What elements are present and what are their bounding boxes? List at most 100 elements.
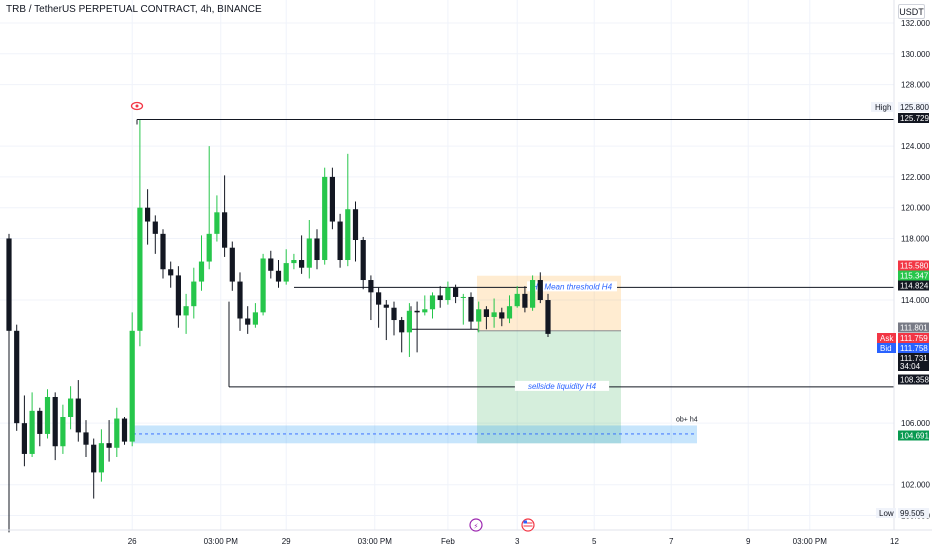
ob-label: ob+ h4 xyxy=(676,416,698,423)
candle-body[interactable] xyxy=(68,398,74,417)
candle-body[interactable] xyxy=(283,263,289,282)
candle-body[interactable] xyxy=(268,258,274,271)
eye-icon[interactable] xyxy=(130,101,144,111)
candle-body[interactable] xyxy=(206,233,212,262)
candle-body[interactable] xyxy=(137,207,143,331)
candle-body[interactable] xyxy=(453,287,459,297)
price-tick-label: 106.000 xyxy=(901,419,930,428)
mean-threshold-label-bg xyxy=(527,281,617,292)
low-tag-bg xyxy=(876,508,896,518)
candle-body[interactable] xyxy=(121,418,128,442)
ask-price-label-bg xyxy=(898,333,929,343)
time-tick-label: 5 xyxy=(592,537,597,546)
time-tick-label: 29 xyxy=(282,537,291,546)
candle-body[interactable] xyxy=(252,312,258,325)
candle-body[interactable] xyxy=(237,281,243,319)
candle-body[interactable] xyxy=(491,312,497,317)
candle-body[interactable] xyxy=(483,309,489,317)
candle-body[interactable] xyxy=(229,247,235,282)
candle-body[interactable] xyxy=(468,296,474,322)
time-tick-label: 03:00 PM xyxy=(358,537,393,546)
candle-body[interactable] xyxy=(414,310,420,313)
candle-body[interactable] xyxy=(383,304,389,308)
candle-body[interactable] xyxy=(91,444,97,473)
candle-body[interactable] xyxy=(291,260,297,264)
candle-body[interactable] xyxy=(198,261,205,282)
bid-price-label-bg xyxy=(898,343,929,353)
candle-body[interactable] xyxy=(6,238,12,331)
candle-body[interactable] xyxy=(329,176,335,222)
candle-body[interactable] xyxy=(245,318,251,325)
candle-body[interactable] xyxy=(376,292,382,305)
candle-body[interactable] xyxy=(129,330,135,442)
candle-body[interactable] xyxy=(75,398,81,433)
stop-price-label: 115.580 xyxy=(900,262,929,271)
candle-body[interactable] xyxy=(506,306,513,319)
candle-body[interactable] xyxy=(429,295,436,310)
candle-body[interactable] xyxy=(175,275,181,316)
candle-body[interactable] xyxy=(191,281,197,307)
sellside-price-label-bg xyxy=(898,374,929,385)
candle-body[interactable] xyxy=(29,410,35,454)
low-value-label: 99.505 xyxy=(900,509,925,518)
candle-body[interactable] xyxy=(368,280,374,293)
bid-tag-bg xyxy=(877,343,896,353)
price-tick-label: 118.000 xyxy=(901,234,930,243)
candle-body[interactable] xyxy=(514,293,520,307)
candle-body[interactable] xyxy=(183,306,189,316)
candle-body[interactable] xyxy=(152,221,158,234)
candle-body[interactable] xyxy=(168,269,174,276)
candle-body[interactable] xyxy=(299,260,305,268)
candle-body[interactable] xyxy=(522,293,528,308)
candle-body[interactable] xyxy=(422,309,428,313)
event-icon-bolt[interactable] xyxy=(469,518,483,532)
time-tick-label: 26 xyxy=(128,537,137,546)
candle-body[interactable] xyxy=(21,423,27,454)
flag-canton-icon xyxy=(523,520,527,524)
time-tick-label: Feb xyxy=(441,537,455,546)
candle-body[interactable] xyxy=(322,176,328,261)
candle-body[interactable] xyxy=(337,221,343,261)
candle-body[interactable] xyxy=(114,418,120,448)
candle-body[interactable] xyxy=(530,280,536,308)
symbol-title[interactable]: TRB / TetherUS PERPETUAL CONTRACT, 4h, B… xyxy=(6,4,262,15)
candle-body[interactable] xyxy=(406,310,412,333)
candle-body[interactable] xyxy=(83,432,89,445)
candle-body[interactable] xyxy=(391,307,397,321)
current-price-label-bg xyxy=(898,322,929,333)
candle-body[interactable] xyxy=(345,209,351,261)
candle-body[interactable] xyxy=(106,443,112,448)
candle-body[interactable] xyxy=(460,296,466,298)
candle-body[interactable] xyxy=(52,396,58,447)
candle-body[interactable] xyxy=(37,410,43,434)
candle-body[interactable] xyxy=(306,238,312,268)
candle-body[interactable] xyxy=(160,233,166,270)
candle-body[interactable] xyxy=(275,270,282,282)
candle-body[interactable] xyxy=(476,309,482,322)
order-block-zone[interactable] xyxy=(133,425,697,444)
candle-body[interactable] xyxy=(44,396,51,434)
sellside-liquidity-label: sellside liquidity H4 xyxy=(528,382,597,391)
candle-body[interactable] xyxy=(314,238,320,261)
candle-body[interactable] xyxy=(445,287,451,301)
candle-body[interactable] xyxy=(360,240,366,281)
candle-body[interactable] xyxy=(222,212,228,248)
candle-body[interactable] xyxy=(437,295,443,301)
bolt-glyph-icon: ⚡ xyxy=(474,523,479,531)
candle-body[interactable] xyxy=(499,312,505,319)
candle-body[interactable] xyxy=(537,280,543,301)
candle-body[interactable] xyxy=(98,443,104,473)
bar-countdown-label: 34:04 xyxy=(900,362,921,371)
candle-body[interactable] xyxy=(545,300,551,334)
candle-body[interactable] xyxy=(60,417,66,447)
candle-body[interactable] xyxy=(399,320,405,333)
currency-button[interactable]: USDT xyxy=(898,4,925,19)
candle-body[interactable] xyxy=(352,209,359,241)
ask-price-label: 111.759 xyxy=(900,334,928,343)
candle-body[interactable] xyxy=(14,330,20,424)
candle-body[interactable] xyxy=(214,212,220,234)
candle-body[interactable] xyxy=(145,207,151,222)
candle-body[interactable] xyxy=(260,258,266,313)
price-tick-label: 102.000 xyxy=(901,481,930,490)
